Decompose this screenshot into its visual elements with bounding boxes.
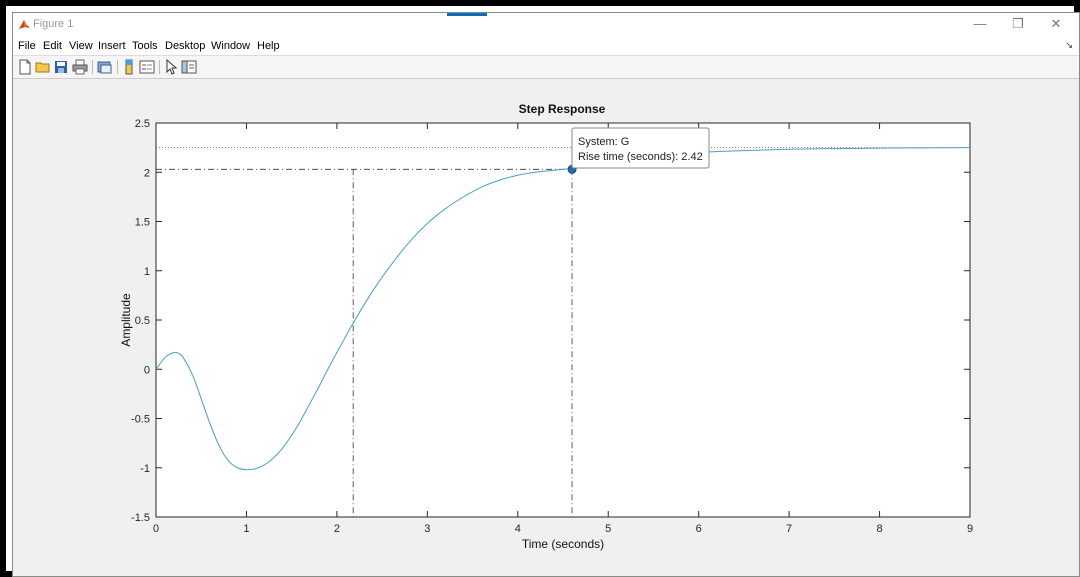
minimize-icon: — [973,16,987,31]
x-tick-label: 6 [696,523,702,535]
menu-view[interactable]: View [69,40,93,52]
menu-file[interactable]: File [18,40,36,52]
x-tick-label: 5 [605,523,611,535]
data-tip-system: System: G [578,136,629,148]
y-axis-ticks: -1.5 -1 -0.5 0 0.5 1 1.5 2 2.5 [131,118,970,524]
y-axis-label: Amplitude [119,293,133,347]
toolbar-separator [117,60,118,74]
menu-edit[interactable]: Edit [43,40,62,52]
toolbar-separator [159,60,160,74]
rise-time-reference-lines [156,147,970,517]
pointer-icon[interactable] [163,59,179,75]
menu-tools[interactable]: Tools [132,40,158,52]
y-tick-label: 2 [144,167,150,179]
y-tick-label: -1 [140,463,150,475]
y-tick-label: -0.5 [131,414,150,426]
window-title: Figure 1 [33,18,74,30]
menu-window[interactable]: Window [211,40,251,52]
data-tip-rise-time: Rise time (seconds): 2.42 [578,151,703,163]
save-icon[interactable] [53,59,69,75]
x-tick-label: 4 [515,523,521,535]
dock-arrow-icon[interactable]: ↘ [1065,40,1073,50]
data-tip-box [571,127,710,169]
x-tick-label: 9 [967,523,973,535]
y-tick-label: -1.5 [131,512,150,524]
close-icon: ✕ [1050,16,1062,31]
x-axis-label: Time (seconds) [522,537,604,551]
y-tick-label: 1 [144,266,150,278]
x-axis-ticks: 0 1 2 3 4 5 6 7 8 9 [153,123,973,535]
step-response-plot[interactable]: Step Response -1.5 -1 -0.5 0 0.5 1 1.5 2 2.5 0 1 2… [6,6,1074,571]
y-tick-label: 2.5 [135,118,150,130]
close-button[interactable]: ✕ [1037,13,1075,37]
x-tick-label: 7 [786,523,792,535]
x-tick-label: 2 [334,523,340,535]
x-tick-label: 8 [876,523,882,535]
menu-insert[interactable]: Insert [98,40,126,52]
property-inspector-icon[interactable] [181,59,197,75]
matlab-icon [19,20,30,29]
menu-desktop[interactable]: Desktop [165,40,206,52]
title-bar[interactable]: Figure 1 — ❐ ✕ [13,13,1079,37]
axes-area[interactable] [155,122,971,518]
menu-help[interactable]: Help [257,40,280,52]
new-figure-icon[interactable] [17,59,33,75]
restore-button[interactable]: ❐ [999,13,1037,37]
menu-bar: File Edit View Insert Tools Desktop Wind… [13,37,1079,55]
print-preview-icon[interactable] [97,59,113,75]
data-tip[interactable]: System: G Rise time (seconds): 2.42 [571,127,710,169]
y-tick-label: 0.5 [135,315,150,327]
colorbar-icon[interactable] [121,59,137,75]
open-file-icon[interactable] [35,59,51,75]
restore-icon: ❐ [1012,16,1024,31]
x-tick-label: 3 [424,523,430,535]
print-icon[interactable] [72,59,88,75]
x-tick-label: 1 [243,523,249,535]
y-tick-label: 1.5 [135,217,150,229]
title-accent [447,13,487,16]
figure-toolbar [13,55,1079,79]
x-tick-label: 0 [153,523,159,535]
y-tick-label: 0 [144,364,150,376]
legend-icon[interactable] [139,59,155,75]
minimize-button[interactable]: — [961,13,999,37]
chart-title: Step Response [519,102,606,116]
toolbar-separator [92,60,93,74]
